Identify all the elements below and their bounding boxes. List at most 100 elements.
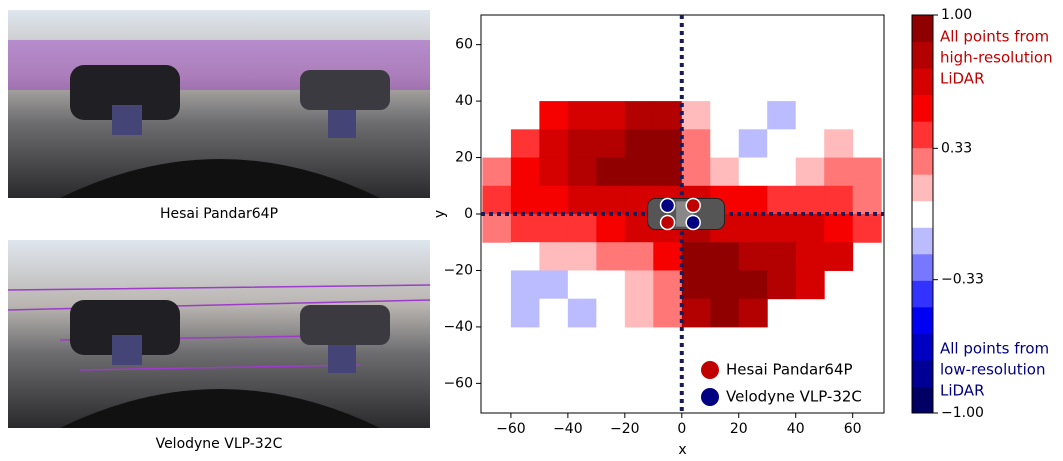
colorbar-level bbox=[912, 333, 933, 361]
legend-label: Velodyne VLP-32C bbox=[726, 388, 862, 406]
contour-cell bbox=[624, 298, 654, 328]
colorbar-level bbox=[912, 68, 933, 96]
colorbar-annotation: LiDAR bbox=[940, 382, 985, 400]
colorbar-level bbox=[912, 386, 933, 414]
contour-cell bbox=[482, 185, 512, 215]
contour-cell bbox=[510, 270, 540, 300]
contour-cell bbox=[738, 270, 768, 300]
contour-cell bbox=[510, 157, 540, 187]
contour-cell bbox=[795, 270, 825, 300]
contour-cell bbox=[624, 270, 654, 300]
contour-cell bbox=[824, 214, 854, 243]
contour-cell bbox=[539, 157, 569, 187]
contour-cell bbox=[567, 270, 597, 300]
contour-cell bbox=[624, 129, 654, 159]
contour-cell bbox=[738, 101, 768, 130]
contour-cell bbox=[824, 242, 854, 271]
contour-cell bbox=[767, 129, 797, 159]
colorbar-annotation: high-resolution bbox=[940, 49, 1053, 67]
y-tick-label: −60 bbox=[443, 375, 473, 391]
sensor-point bbox=[659, 214, 676, 231]
colorbar-tick-label: 0.33 bbox=[941, 140, 972, 156]
contour-cell bbox=[510, 185, 540, 215]
contour-cell bbox=[738, 185, 768, 215]
colorbar-level bbox=[912, 94, 933, 122]
colorbar-annotation: low-resolution bbox=[940, 361, 1046, 379]
contour-cell bbox=[596, 298, 626, 328]
legend-box bbox=[690, 348, 878, 408]
contour-cell bbox=[681, 242, 711, 271]
colorbar-level bbox=[912, 41, 933, 69]
contour-cell bbox=[567, 185, 597, 215]
y-axis-label: y bbox=[432, 210, 448, 218]
contour-cell bbox=[681, 270, 711, 300]
x-tick-label: −20 bbox=[610, 421, 640, 437]
contour-cell bbox=[539, 270, 569, 300]
colorbar-tick-label: 1.00 bbox=[941, 7, 972, 23]
x-tick-label: −60 bbox=[496, 421, 526, 437]
x-tick-label: 40 bbox=[787, 421, 805, 437]
contour-cell bbox=[539, 298, 569, 328]
contour-cell bbox=[624, 242, 654, 271]
contour-cell bbox=[510, 242, 540, 271]
contour-cell bbox=[710, 157, 740, 187]
contour-cell bbox=[767, 242, 797, 271]
contour-cell bbox=[767, 101, 797, 130]
contour-cell bbox=[795, 242, 825, 271]
contour-cell bbox=[852, 157, 882, 187]
colorbar-annotation: All points from bbox=[940, 28, 1049, 46]
contour-cell bbox=[767, 270, 797, 300]
contour-cell bbox=[596, 185, 626, 215]
y-tick-label: −40 bbox=[443, 319, 473, 335]
photo-caption: Velodyne VLP-32C bbox=[156, 436, 283, 452]
contour-cell bbox=[795, 157, 825, 187]
colorbar-level bbox=[912, 227, 933, 255]
contour-cell bbox=[681, 129, 711, 159]
y-tick-label: 0 bbox=[464, 206, 473, 222]
colorbar-annotation: LiDAR bbox=[940, 70, 985, 88]
legend-label: Hesai Pandar64P bbox=[726, 361, 853, 379]
contour-cell bbox=[567, 101, 597, 130]
contour-cell bbox=[596, 214, 626, 243]
contour-cell bbox=[596, 157, 626, 187]
contour-cell bbox=[596, 242, 626, 271]
colorbar-level bbox=[912, 200, 933, 228]
contour-cell bbox=[795, 101, 825, 130]
colorbar-tick-label: −0.33 bbox=[941, 272, 984, 288]
contour-cell bbox=[653, 129, 683, 159]
contour-cell bbox=[653, 101, 683, 130]
contour-cell bbox=[510, 298, 540, 328]
contour-cell bbox=[767, 185, 797, 215]
contour-cell bbox=[539, 242, 569, 271]
contour-cell bbox=[539, 214, 569, 243]
contour-cell bbox=[510, 214, 540, 243]
contour-cell bbox=[852, 214, 882, 243]
contour-cell bbox=[710, 129, 740, 159]
contour-cell bbox=[482, 157, 512, 187]
x-tick-label: 20 bbox=[730, 421, 748, 437]
contour-cell bbox=[624, 157, 654, 187]
contour-cell bbox=[653, 242, 683, 271]
contour-cell bbox=[653, 298, 683, 328]
contour-cell bbox=[795, 129, 825, 159]
contour-cell bbox=[653, 157, 683, 187]
colorbar-level bbox=[912, 15, 933, 43]
sensor-point bbox=[685, 197, 701, 214]
contour-cell bbox=[539, 101, 569, 130]
colorbar-annotation: All points from bbox=[940, 340, 1049, 358]
contour-cell bbox=[539, 129, 569, 159]
contour-cell bbox=[567, 242, 597, 271]
sensor-point bbox=[685, 214, 701, 231]
contour-cell bbox=[681, 298, 711, 328]
contour-cell bbox=[824, 101, 854, 130]
contour-cell bbox=[681, 101, 711, 130]
contour-cell bbox=[767, 214, 797, 243]
contour-cell bbox=[795, 214, 825, 243]
contour-cell bbox=[596, 129, 626, 159]
colorbar-tick-label: −1.00 bbox=[941, 405, 984, 421]
legend-marker bbox=[701, 361, 719, 379]
contour-cell bbox=[738, 214, 768, 243]
contour-cell bbox=[567, 129, 597, 159]
contour-cell bbox=[710, 298, 740, 328]
